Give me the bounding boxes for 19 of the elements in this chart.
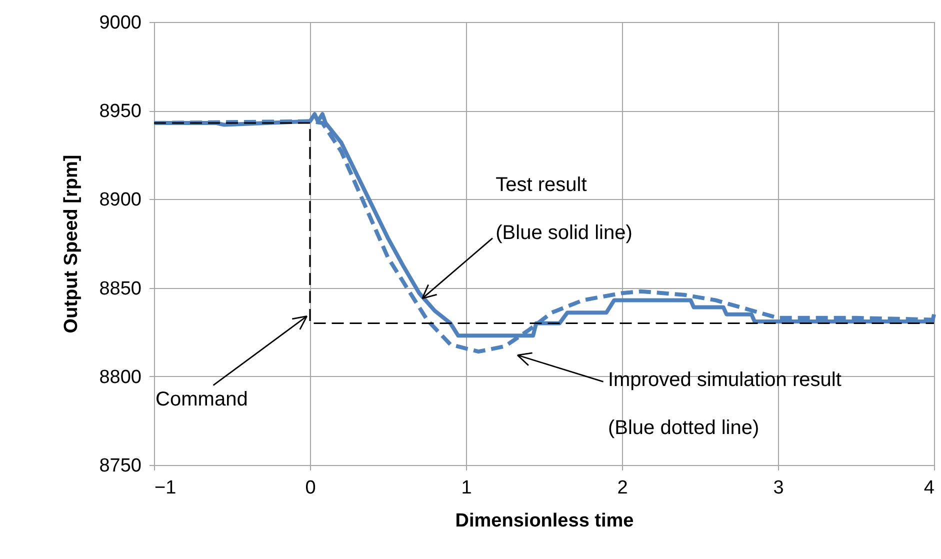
y-tick-label: 9000 (99, 12, 142, 34)
y-tick-label: 8850 (99, 278, 142, 300)
y-tick-label: 8950 (99, 101, 142, 122)
annotation: (Blue dotted line) (608, 416, 760, 439)
x-tick-label: 0 (305, 478, 316, 498)
annotation: Improved simulation result (608, 368, 842, 391)
x-tick-label: −1 (154, 478, 176, 498)
y-axis-title: Output Speed [rpm] (61, 154, 82, 334)
y-tick-label: 8750 (99, 456, 142, 476)
x-tick-label: 2 (617, 478, 628, 498)
annotation: Test result (496, 174, 588, 196)
x-tick-label: 4 (924, 478, 935, 498)
y-tick-label: 8900 (99, 190, 142, 211)
x-tick-label: 1 (461, 478, 472, 498)
x-tick-label: 3 (773, 478, 784, 498)
annotation: (Blue solid line) (496, 222, 632, 244)
annotation: Command (156, 388, 248, 410)
x-axis-title: Dimensionless time (455, 510, 634, 532)
y-tick-label: 8800 (99, 366, 142, 388)
